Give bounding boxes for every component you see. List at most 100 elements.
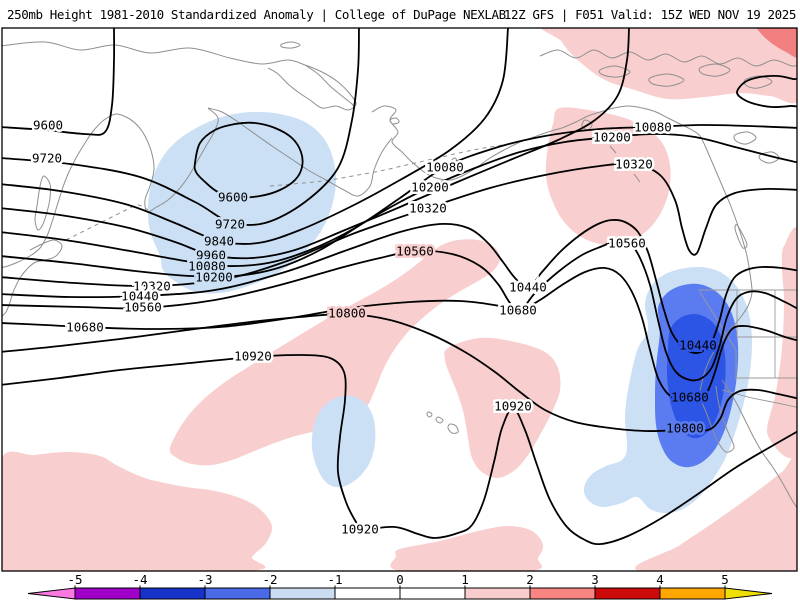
anomaly-region-+1to+2 — [767, 227, 797, 459]
ca-nv-border — [699, 291, 737, 351]
colorbar-tick-label: -4 — [132, 572, 147, 587]
contour-10440 — [2, 219, 797, 354]
arctic-island-4 — [743, 75, 773, 89]
colorbar: -5 -4 -3 -2 -1 0 1 2 3 4 5 — [0, 572, 800, 600]
anomaly-region-+1to+2 — [390, 526, 544, 571]
colorbar-cell-8 — [594, 587, 661, 600]
anomaly-region--1to-2 — [311, 395, 376, 488]
st-lawrence-island — [389, 117, 400, 125]
contour-label-9840: 9840 — [204, 234, 234, 249]
colorbar-tick-label: 3 — [591, 572, 599, 587]
contour-label-10680: 10680 — [671, 390, 709, 405]
colorbar-cell-7 — [529, 587, 596, 600]
contour-9840 — [2, 28, 509, 245]
contour-label-10560: 10560 — [124, 300, 162, 315]
vancouver-island — [734, 224, 748, 249]
contour-label-10560: 10560 — [608, 236, 646, 251]
colorbar-tick-label: -5 — [67, 572, 82, 587]
great-slave-lake — [758, 151, 780, 164]
arctic-island-1 — [598, 65, 631, 78]
colorbar-cell-9 — [659, 587, 726, 600]
wrangel-island — [280, 41, 301, 49]
colorbar-tick-label: 2 — [526, 572, 534, 587]
contour-label-10440: 10440 — [509, 280, 547, 295]
contour-label-10080: 10080 — [634, 120, 672, 135]
contour-9600 — [2, 28, 116, 136]
chukotka-bering — [304, 64, 356, 109]
contour-label-10680: 10680 — [499, 303, 537, 318]
contour-10560 — [2, 237, 797, 382]
contour-10200 — [2, 133, 797, 278]
contour-9720 — [2, 28, 360, 226]
hawaii-big-island — [447, 423, 459, 434]
contour-label-9960: 9960 — [196, 248, 226, 263]
colorbar-arrow-high — [724, 587, 773, 600]
contour-label-10320: 10320 — [615, 157, 653, 172]
colorbar-tick-label: 1 — [461, 572, 469, 587]
sakhalin — [34, 175, 52, 231]
title-bar: 250mb Height 1981-2010 Standardized Anom… — [0, 0, 800, 27]
colorbar-tick-label: 4 — [656, 572, 664, 587]
contour-label-10320: 10320 — [409, 201, 447, 216]
colorbar-tick-label: -3 — [197, 572, 212, 587]
panhandle-islands-4 — [633, 173, 641, 183]
contour-label-10200: 10200 — [411, 180, 449, 195]
anomaly-shading — [2, 28, 797, 571]
colorbar-tick-label: -2 — [262, 572, 277, 587]
anomaly-region-+2to+3 — [756, 28, 797, 58]
contour-label-9720: 9720 — [215, 217, 245, 232]
anomaly-region-+1to+2 — [545, 107, 671, 245]
colorbar-cell-5 — [399, 587, 466, 600]
anomaly-region-+1to+2 — [2, 451, 273, 571]
canada-arctic-coast — [539, 49, 797, 67]
gulf-of-california-mexico — [721, 379, 797, 509]
contour-label-10080: 10080 — [426, 160, 464, 175]
colorbar-cell-3 — [269, 587, 336, 600]
us-mexico-border — [721, 389, 797, 408]
contour-label-9600: 9600 — [218, 190, 248, 205]
contour-label-10440: 10440 — [121, 289, 159, 304]
contour-10800 — [2, 313, 797, 432]
colorbar-arrow-low — [27, 587, 76, 600]
contour-labels: 9600972096009720984099601008010200103201… — [29, 115, 719, 539]
colorbar-tick-label: 0 — [396, 572, 404, 587]
alaska-west-coast — [371, 105, 563, 181]
contour-9600 — [193, 121, 304, 199]
contour-label-10920: 10920 — [234, 349, 272, 364]
anomaly-region-+1to+2 — [635, 452, 797, 571]
hawaii-islands-2 — [435, 416, 444, 424]
contour-label-10680: 10680 — [66, 320, 104, 335]
weather-map: 9600 9720 9600 9720 9840 9960 10080 10200 10320 1… — [1, 27, 798, 572]
contour-10920 — [2, 354, 797, 546]
contour-label-10920: 10920 — [494, 399, 532, 414]
model-run-valid-time: 12Z GFS | F051 Valid: 15Z WED NOV 19 202… — [503, 7, 797, 22]
colorbar-cell-2 — [204, 587, 271, 600]
aleutian-islands — [269, 143, 511, 187]
contour-label-10800: 10800 — [666, 421, 704, 436]
map-border — [1, 27, 798, 572]
kamchatka-okhotsk-coast — [2, 107, 219, 269]
height-contours — [2, 28, 797, 546]
colorbar-cell-4 — [334, 587, 401, 600]
siberia-arctic-coast — [2, 41, 357, 111]
contour-label-10200: 10200 — [593, 130, 631, 145]
hawaii-islands — [426, 411, 433, 418]
japan — [2, 239, 63, 317]
contour-label-10800: 10800 — [328, 306, 366, 321]
chart-title: 250mb Height 1981-2010 Standardized Anom… — [7, 7, 506, 22]
map-layers — [2, 28, 797, 571]
arctic-island-3 — [698, 63, 731, 77]
colorbar-cell-1 — [139, 587, 206, 600]
colorbar-tick-label: -1 — [327, 572, 342, 587]
great-bear-lake — [733, 131, 757, 145]
contour-10080 — [736, 74, 797, 108]
contour-map-svg: 9600972096009720984099601008010200103201… — [1, 27, 798, 572]
colorbar-svg: -5 -4 -3 -2 -1 0 1 2 3 4 5 — [27, 572, 773, 600]
contour-10080 — [2, 124, 797, 267]
contour-label-10080: 10080 — [188, 259, 226, 274]
colorbar-cell-0 — [74, 587, 141, 600]
arctic-island-2 — [648, 73, 685, 87]
contour-10320 — [2, 162, 797, 288]
contour-label-10560: 10560 — [396, 244, 434, 259]
